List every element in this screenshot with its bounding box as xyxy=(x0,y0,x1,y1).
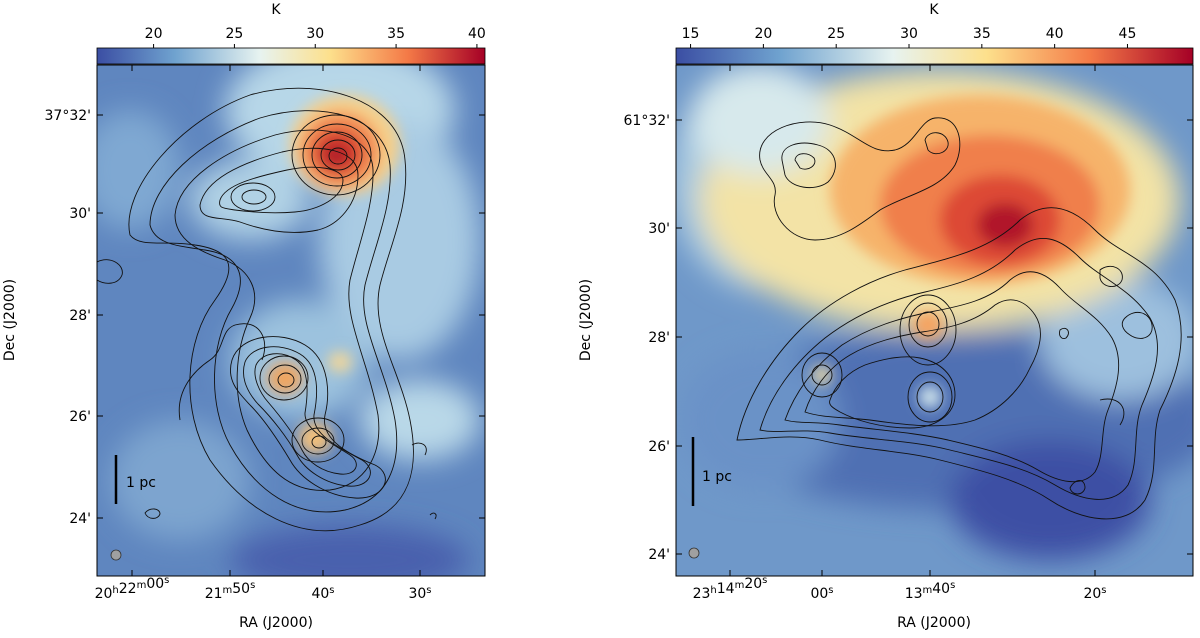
x-tick-label: 20h22m00s xyxy=(95,575,170,602)
left-colorbar-ticks: 20 25 30 35 40 xyxy=(145,26,486,48)
colorbar-tick-label: 45 xyxy=(1119,26,1137,42)
right-ylabel: Dec (J2000) xyxy=(578,279,594,361)
colorbar-tick-label: 35 xyxy=(973,26,991,42)
left-scalebar-label: 1 pc xyxy=(126,475,156,491)
colorbar-tick-label: 25 xyxy=(226,26,244,42)
right-colorbar-ticks: 15 20 25 30 35 40 45 xyxy=(682,26,1137,48)
y-tick-label: 28' xyxy=(648,330,670,346)
right-scalebar-label: 1 pc xyxy=(702,469,732,485)
x-tick-label: 13m40s xyxy=(905,580,956,602)
right-colorbar-label: K xyxy=(929,2,939,18)
left-beam-marker xyxy=(110,549,122,561)
y-tick-label: 28' xyxy=(69,308,91,324)
colorbar-tick-label: 20 xyxy=(145,26,163,42)
colorbar-tick-label: 30 xyxy=(306,26,324,42)
right-xlabel: RA (J2000) xyxy=(897,615,971,631)
right-beam-marker xyxy=(688,547,700,559)
colorbar-tick-label: 35 xyxy=(387,26,405,42)
y-tick-label: 30' xyxy=(69,206,91,222)
left-colorbar xyxy=(96,47,486,65)
x-tick-label: 30s xyxy=(408,585,431,602)
colorbar-tick-label: 30 xyxy=(900,26,918,42)
left-map: 1 pc xyxy=(97,65,485,576)
left-panel: K 20 25 30 35 40 xyxy=(2,2,486,631)
colorbar-tick-label: 15 xyxy=(682,26,700,42)
y-tick-label: 24' xyxy=(648,547,670,563)
left-colorbar-label: K xyxy=(271,2,281,18)
x-tick-label: 21m50s xyxy=(205,580,256,602)
x-tick-label: 00s xyxy=(810,585,833,602)
y-tick-label: 30' xyxy=(648,221,670,237)
y-tick-label: 26' xyxy=(648,439,670,455)
left-map-frame xyxy=(96,64,486,577)
colorbar-tick-label: 40 xyxy=(468,26,486,42)
colorbar-tick-label: 25 xyxy=(827,26,845,42)
right-contours xyxy=(736,117,1182,520)
right-colorbar xyxy=(675,47,1194,65)
right-map: 1 pc xyxy=(676,65,1193,576)
colorbar-tick-label: 40 xyxy=(1046,26,1064,42)
x-tick-label: 23h14m20s xyxy=(693,575,768,602)
y-tick-label: 61°32' xyxy=(624,113,670,129)
x-tick-label: 40s xyxy=(311,585,334,602)
right-map-frame xyxy=(675,64,1194,577)
y-tick-label: 24' xyxy=(69,511,91,527)
x-tick-label: 20s xyxy=(1083,585,1106,602)
y-tick-label: 26' xyxy=(69,409,91,425)
left-contours xyxy=(97,87,437,532)
y-tick-label: 37°32' xyxy=(45,108,91,124)
colorbar-tick-label: 20 xyxy=(754,26,772,42)
left-ylabel: Dec (J2000) xyxy=(2,279,18,361)
left-xlabel: RA (J2000) xyxy=(239,615,313,631)
right-panel: K 15 20 25 30 35 40 45 xyxy=(578,2,1194,631)
